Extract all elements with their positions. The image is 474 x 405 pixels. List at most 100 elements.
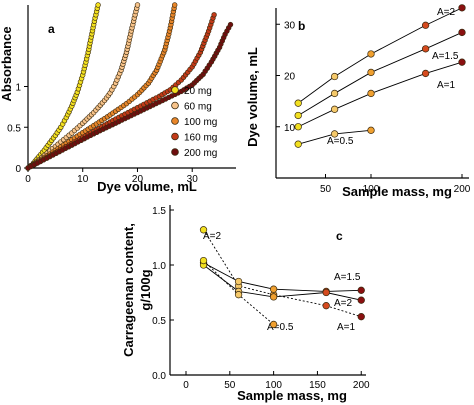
panel-b-series-2 bbox=[294, 58, 466, 131]
panel-c-point bbox=[322, 302, 330, 310]
panel-c-point bbox=[269, 320, 278, 329]
panel-b-point bbox=[294, 99, 302, 107]
panel-c-point bbox=[199, 256, 208, 265]
legend-marker bbox=[171, 86, 179, 94]
panel-a-x-tick-label: 0 bbox=[25, 174, 31, 185]
panel-c-point bbox=[199, 226, 208, 234]
panel-c-x-tick-label: 200 bbox=[353, 380, 370, 391]
panel-a-y-tick-label: 1 bbox=[15, 83, 21, 94]
legend-marker bbox=[171, 101, 179, 110]
panel-b-dye-volume-chart: Dye volume, mL Sample mass, mg b A=2 A=1… bbox=[245, 4, 471, 199]
panel-b-point bbox=[294, 140, 302, 148]
panel-b-point bbox=[294, 123, 302, 131]
panel-c-x-tick-label: 100 bbox=[265, 380, 282, 391]
panel-c-label-a05: A=0.5 bbox=[267, 322, 294, 333]
panel-c-point bbox=[357, 296, 365, 304]
legend-label: 200 mg bbox=[184, 148, 217, 159]
panel-c-label-a2-top: A=2 bbox=[203, 231, 222, 242]
panel-c-y-tick-label: 0.5 bbox=[152, 316, 166, 327]
panel-b-y-tick-label: 10 bbox=[284, 123, 296, 134]
panel-b-ylabel: Dye volume, mL bbox=[245, 47, 260, 147]
panel-b-point bbox=[330, 105, 339, 113]
panel-b-label-a2: A=2 bbox=[437, 7, 456, 18]
panel-b-point bbox=[421, 45, 430, 53]
panel-a-y-tick-label: 0.5 bbox=[7, 123, 21, 134]
panel-c-point bbox=[269, 293, 278, 301]
panel-b-point bbox=[367, 68, 375, 77]
panel-c-y-tick-label: 0.0 bbox=[152, 371, 166, 382]
legend-label: 100 mg bbox=[184, 117, 217, 128]
panel-a-legend: 20 mg 60 mg 100 mg 160 mg 200 mg bbox=[171, 86, 217, 159]
panel-b-x-tick-label: 100 bbox=[363, 184, 380, 195]
panel-b-point bbox=[294, 111, 302, 120]
legend-label: 60 mg bbox=[184, 102, 212, 113]
panel-c-point bbox=[357, 313, 365, 321]
panel-b-point bbox=[367, 50, 375, 58]
panel-c-point bbox=[234, 277, 243, 286]
panel-a-point bbox=[95, 2, 101, 8]
panel-c-point bbox=[269, 285, 278, 293]
panel-c-letter: c bbox=[336, 229, 343, 243]
panel-c-y-tick-label: 1.5 bbox=[152, 206, 166, 217]
panel-c-ylabel-line2: g/100g bbox=[138, 269, 153, 310]
panel-c-label-a15: A=1.5 bbox=[334, 272, 361, 283]
panel-b-point bbox=[330, 130, 339, 138]
legend-label: 160 mg bbox=[184, 133, 217, 144]
panel-c-label-a2-right: A=2 bbox=[334, 298, 353, 309]
panel-b-point bbox=[367, 89, 375, 98]
panel-b-series-1 bbox=[294, 28, 466, 120]
panel-b-x-tick-label: 50 bbox=[320, 184, 332, 195]
panel-b-point bbox=[330, 72, 339, 81]
panel-a-series-1 bbox=[25, 2, 141, 171]
panel-b-y-tick-label: 20 bbox=[284, 72, 296, 83]
panel-c-x-tick-label: 50 bbox=[224, 380, 236, 391]
panel-a-point bbox=[227, 21, 234, 28]
panel-c-carrageenan-chart: Carrageenan content, g/100g Sample mass,… bbox=[121, 205, 370, 403]
panel-b-xlabel: Sample mass, mg bbox=[342, 184, 452, 199]
legend-marker bbox=[171, 132, 179, 141]
panel-a-series-4 bbox=[25, 21, 234, 171]
panel-a-ylabel: Absorbance bbox=[0, 26, 14, 101]
panel-b-y-tick-label: 30 bbox=[284, 20, 296, 31]
panel-b-point bbox=[458, 28, 466, 37]
panel-b-point bbox=[330, 89, 339, 98]
panel-b-point bbox=[421, 69, 430, 78]
panel-c-ylabel-line1: Carrageenan content, bbox=[121, 223, 136, 357]
panel-c-label-a1: A=1 bbox=[337, 322, 356, 333]
panel-c-y-tick-label: 1.0 bbox=[152, 261, 166, 272]
panel-c-point bbox=[234, 291, 243, 299]
panel-b-label-a05: A=0.5 bbox=[327, 136, 354, 147]
panel-b-point bbox=[458, 58, 466, 66]
panel-c-point bbox=[357, 286, 365, 294]
panel-a-point bbox=[134, 2, 141, 8]
panel-c-x-tick-label: 0 bbox=[183, 380, 189, 391]
panel-a-x-tick-label: 30 bbox=[187, 174, 199, 185]
panel-a-y-tick-label: 0 bbox=[15, 164, 21, 175]
panel-b-point bbox=[367, 126, 375, 134]
panel-a-x-tick-label: 20 bbox=[132, 174, 144, 185]
panel-b-line bbox=[298, 61, 463, 128]
panel-a-x-tick-label: 10 bbox=[77, 174, 89, 185]
panel-b-letter: b bbox=[298, 19, 305, 33]
legend-label: 20 mg bbox=[184, 86, 212, 97]
panel-c-line bbox=[203, 229, 362, 318]
legend-marker bbox=[171, 148, 179, 156]
panel-a-point bbox=[211, 12, 217, 18]
panel-a-letter: a bbox=[48, 22, 55, 36]
panel-b-point bbox=[421, 21, 430, 29]
panel-b-label-a15: A=1.5 bbox=[432, 51, 459, 62]
panel-b-line bbox=[297, 32, 463, 116]
panel-c-xlabel: Sample mass, mg bbox=[237, 388, 347, 403]
panel-a-point bbox=[172, 2, 178, 8]
legend-marker bbox=[171, 117, 179, 125]
panel-b-point bbox=[458, 4, 466, 12]
panel-a-xlabel: Dye volume, mL bbox=[97, 179, 197, 194]
panel-b-label-a1: A=1 bbox=[437, 80, 456, 91]
panel-a-absorbance-chart: Absorbance Dye volume, mL a 0 10 20 30 0 0.5 1… bbox=[0, 2, 236, 194]
panel-b-x-tick-label: 200 bbox=[454, 184, 471, 195]
panel-c-point bbox=[322, 288, 330, 297]
panel-c-x-tick-label: 150 bbox=[309, 380, 326, 391]
panel-c-series-3 bbox=[199, 256, 278, 329]
panel-b-series-0 bbox=[294, 4, 466, 107]
